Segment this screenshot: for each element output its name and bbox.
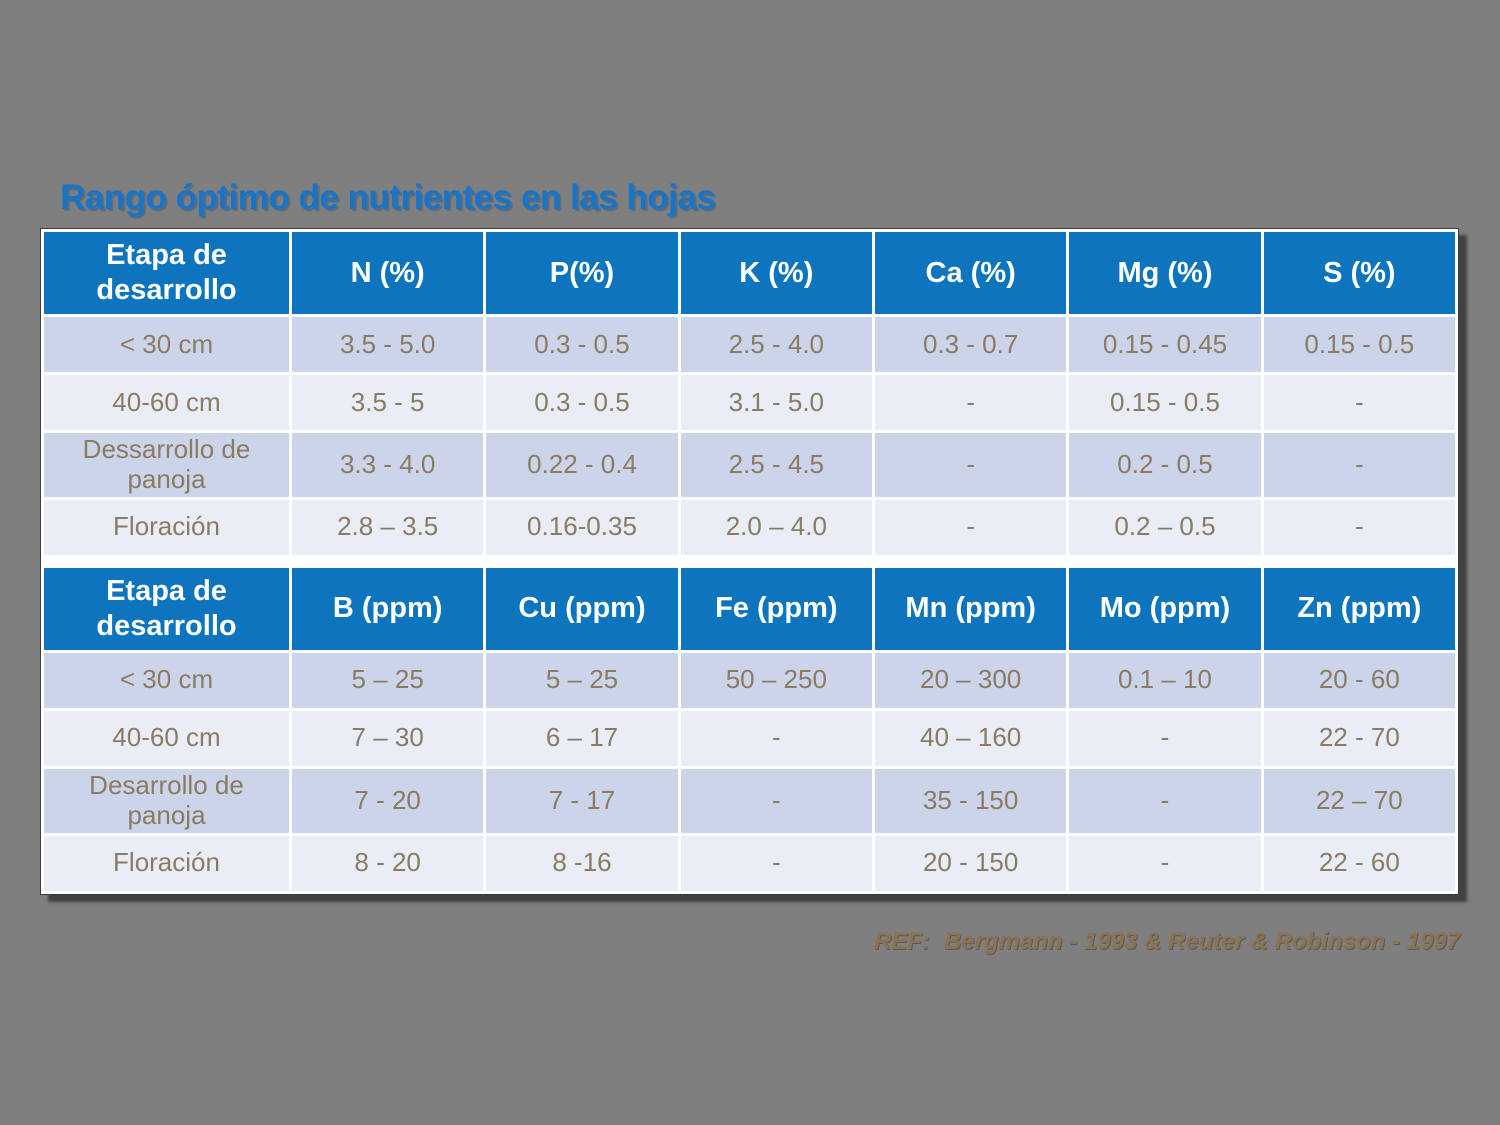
value-cell: - xyxy=(677,765,875,836)
value-cell: 3.5 - 5 xyxy=(288,372,487,433)
reference-note: REF: Bergmann - 1993 & Reuter & Robinson … xyxy=(874,928,1460,956)
stage-cell: 40-60 cm xyxy=(41,372,292,433)
value-cell: 7 - 17 xyxy=(483,765,681,836)
column-header: Mg (%) xyxy=(1066,229,1264,317)
value-cell: 0.16-0.35 xyxy=(483,496,681,558)
value-cell: - xyxy=(871,372,1070,433)
column-header: B (ppm) xyxy=(288,564,487,653)
stage-cell: Dessarrollo de panoja xyxy=(41,430,292,500)
reference-label: REF: xyxy=(873,928,930,955)
value-cell: 20 - 150 xyxy=(871,832,1070,894)
table-row: < 30 cm 5 – 25 5 – 25 50 – 250 20 – 300 0.1 –… xyxy=(41,649,1459,711)
stage-cell: Floración xyxy=(41,832,292,894)
value-cell: - xyxy=(1066,832,1264,894)
value-cell: 0.3 - 0.5 xyxy=(483,314,681,375)
header-row: Etapa de desarrollo B (ppm) Cu (ppm) Fe (pp… xyxy=(41,564,1459,653)
stage-cell: < 30 cm xyxy=(41,314,292,375)
stage-cell: 40-60 cm xyxy=(41,707,292,769)
reference-text: Bergmann - 1993 & Reuter & Robinson - 19… xyxy=(943,928,1460,955)
table-row: < 30 cm 3.5 - 5.0 0.3 - 0.5 2.5 - 4.0 0.3 - … xyxy=(41,314,1459,375)
value-cell: 0.15 - 0.5 xyxy=(1260,314,1459,375)
value-cell: 7 - 20 xyxy=(288,765,487,836)
stage-cell: < 30 cm xyxy=(41,649,292,711)
value-cell: 35 - 150 xyxy=(871,765,1070,836)
value-cell: - xyxy=(1066,707,1264,769)
value-cell: - xyxy=(871,430,1070,500)
value-cell: 2.8 – 3.5 xyxy=(288,496,487,558)
value-cell: 0.3 - 0.5 xyxy=(483,372,681,433)
value-cell: 7 – 30 xyxy=(288,707,487,769)
table-row: 40-60 cm 7 – 30 6 – 17-40 – 160-22 - 70 xyxy=(41,707,1459,769)
column-header: Zn (ppm) xyxy=(1260,564,1459,653)
value-cell: - xyxy=(1260,496,1459,558)
table-row: Dessarrollo de panoja 3.3 - 4.0 0.22 - 0.4… xyxy=(41,430,1459,500)
value-cell: 22 – 70 xyxy=(1260,765,1459,836)
table-row: 40-60 cm 3.5 - 5 0.3 - 0.5 3.1 - 5.0-0.15 -… xyxy=(41,372,1459,433)
value-cell: 0.15 - 0.45 xyxy=(1066,314,1264,375)
column-header: K (%) xyxy=(677,229,875,317)
value-cell: 8 - 20 xyxy=(288,832,487,894)
value-cell: 5 – 25 xyxy=(288,649,487,711)
value-cell: 0.2 – 0.5 xyxy=(1066,496,1264,558)
value-cell: 20 – 300 xyxy=(871,649,1070,711)
stage-cell: Floración xyxy=(41,496,292,558)
value-cell: 0.22 - 0.4 xyxy=(483,430,681,500)
value-cell: 5 – 25 xyxy=(483,649,681,711)
value-cell: - xyxy=(677,832,875,894)
column-header: Etapa de desarrollo xyxy=(41,229,292,317)
value-cell: 6 – 17 xyxy=(483,707,681,769)
value-cell: 2.5 - 4.5 xyxy=(677,430,875,500)
value-cell: 22 - 60 xyxy=(1260,832,1459,894)
value-cell: - xyxy=(1260,430,1459,500)
value-cell: 50 – 250 xyxy=(677,649,875,711)
value-cell: 0.3 - 0.7 xyxy=(871,314,1070,375)
value-cell: - xyxy=(1260,372,1459,433)
value-cell: 22 - 70 xyxy=(1260,707,1459,769)
column-header: Ca (%) xyxy=(871,229,1070,317)
value-cell: 2.5 - 4.0 xyxy=(677,314,875,375)
value-cell: 40 – 160 xyxy=(871,707,1070,769)
value-cell: - xyxy=(677,707,875,769)
macronutrients-table: Etapa de desarrollo N (%) P(%) K (%) Ca (%) M… xyxy=(41,229,1459,558)
column-header: N (%) xyxy=(288,229,487,317)
column-header: P(%) xyxy=(483,229,681,317)
column-header: S (%) xyxy=(1260,229,1459,317)
table-row: Floración 2.8 – 3.5 0.16-0.35 2.0 – 4.0-0.2… xyxy=(41,496,1459,558)
value-cell: 0.1 – 10 xyxy=(1066,649,1264,711)
column-header: Mo (ppm) xyxy=(1066,564,1264,653)
value-cell: - xyxy=(871,496,1070,558)
column-header: Mn (ppm) xyxy=(871,564,1070,653)
nutrient-tables-container: Etapa de desarrollo N (%) P(%) K (%) Ca (%) M… xyxy=(40,228,1459,895)
value-cell: 20 - 60 xyxy=(1260,649,1459,711)
table-row: Floración 8 - 20 8 -16-20 - 150-22 - 60 xyxy=(41,832,1459,894)
value-cell: 3.1 - 5.0 xyxy=(677,372,875,433)
value-cell: 3.3 - 4.0 xyxy=(288,430,487,500)
value-cell: 0.2 - 0.5 xyxy=(1066,430,1264,500)
header-row: Etapa de desarrollo N (%) P(%) K (%) Ca (%) M… xyxy=(41,229,1459,317)
column-header: Etapa de desarrollo xyxy=(41,564,292,653)
column-header: Fe (ppm) xyxy=(677,564,875,653)
value-cell: 8 -16 xyxy=(483,832,681,894)
table-row: Desarrollo de panoja 7 - 20 7 - 17-35 - 15… xyxy=(41,765,1459,836)
micronutrients-table: Etapa de desarrollo B (ppm) Cu (ppm) Fe (pp… xyxy=(41,564,1459,894)
page-title: Rango óptimo de nutrientes en las hojas xyxy=(60,178,716,217)
value-cell: 3.5 - 5.0 xyxy=(288,314,487,375)
value-cell: 0.15 - 0.5 xyxy=(1066,372,1264,433)
value-cell: 2.0 – 4.0 xyxy=(677,496,875,558)
stage-cell: Desarrollo de panoja xyxy=(41,765,292,836)
column-header: Cu (ppm) xyxy=(483,564,681,653)
value-cell: - xyxy=(1066,765,1264,836)
